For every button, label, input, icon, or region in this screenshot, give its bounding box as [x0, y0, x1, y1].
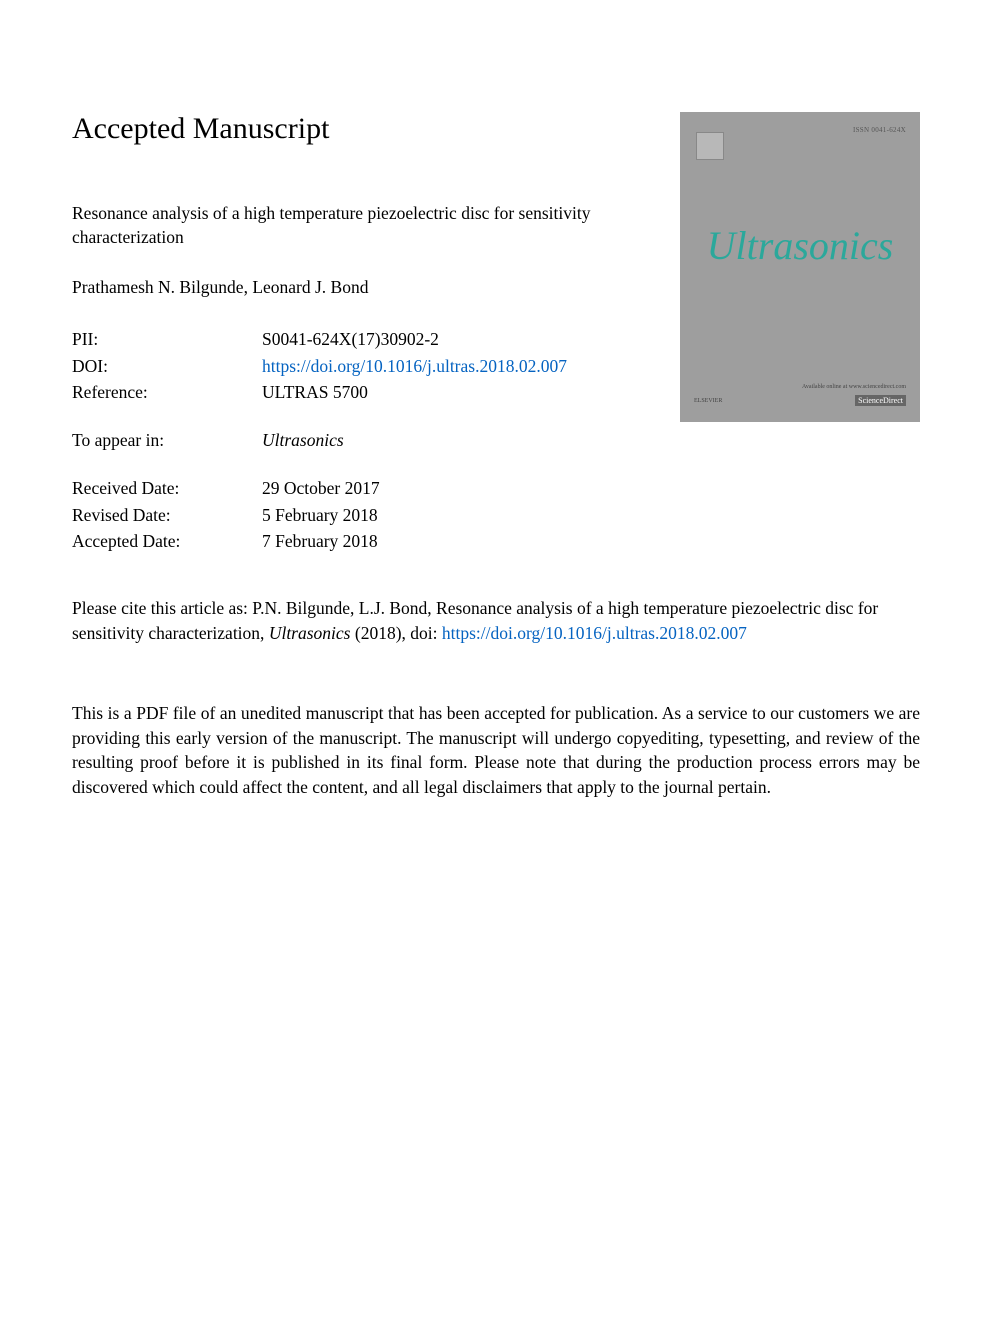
meta-row-accepted: Accepted Date: 7 February 2018 [72, 528, 567, 554]
meta-label: To appear in: [72, 427, 262, 453]
meta-row-pii: PII: S0041-624X(17)30902-2 [72, 326, 567, 352]
cover-publisher: ELSEVIER [694, 398, 722, 404]
meta-row-revised: Revised Date: 5 February 2018 [72, 502, 567, 528]
meta-value-journal: Ultrasonics [262, 427, 567, 453]
cover-sciencedirect: Available online at www.sciencedirect.co… [802, 384, 906, 408]
journal-cover-thumbnail: ISSN 0041-624X Ultrasonics ELSEVIER Avai… [680, 112, 920, 422]
meta-label: PII: [72, 326, 262, 352]
meta-row-reference: Reference: ULTRAS 5700 [72, 379, 567, 405]
meta-label: Revised Date: [72, 502, 262, 528]
doi-link[interactable]: https://doi.org/10.1016/j.ultras.2018.02… [262, 356, 567, 376]
meta-row-received: Received Date: 29 October 2017 [72, 475, 567, 501]
metadata-table: PII: S0041-624X(17)30902-2 DOI: https://… [72, 326, 567, 554]
page-heading: Accepted Manuscript [72, 112, 660, 146]
meta-row-doi: DOI: https://doi.org/10.1016/j.ultras.20… [72, 353, 567, 379]
citation-year-doi: (2018), doi: [351, 623, 442, 643]
meta-value: 7 February 2018 [262, 528, 567, 554]
meta-value: 5 February 2018 [262, 502, 567, 528]
meta-label: DOI: [72, 353, 262, 379]
cover-journal-title: Ultrasonics [680, 222, 920, 269]
meta-value: 29 October 2017 [262, 475, 567, 501]
authors: Prathamesh N. Bilgunde, Leonard J. Bond [72, 277, 660, 298]
citation-text: Please cite this article as: P.N. Bilgun… [72, 596, 920, 645]
cover-availability-text: Available online at www.sciencedirect.co… [802, 384, 906, 390]
citation-doi-link[interactable]: https://doi.org/10.1016/j.ultras.2018.02… [442, 623, 747, 643]
meta-row-to-appear: To appear in: Ultrasonics [72, 427, 567, 453]
meta-label: Received Date: [72, 475, 262, 501]
meta-value: S0041-624X(17)30902-2 [262, 326, 567, 352]
sciencedirect-badge: ScienceDirect [855, 395, 906, 406]
citation-journal: Ultrasonics [269, 623, 351, 643]
cover-issn: ISSN 0041-624X [853, 126, 906, 134]
meta-label: Reference: [72, 379, 262, 405]
meta-value: ULTRAS 5700 [262, 379, 567, 405]
meta-label: Accepted Date: [72, 528, 262, 554]
disclaimer-text: This is a PDF file of an unedited manusc… [72, 701, 920, 799]
article-title: Resonance analysis of a high temperature… [72, 202, 660, 249]
publisher-logo-icon [696, 132, 724, 160]
